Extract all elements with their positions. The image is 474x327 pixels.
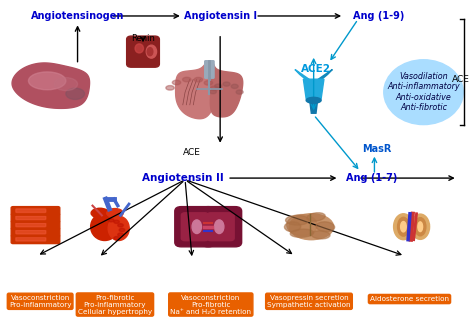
Ellipse shape <box>236 90 243 94</box>
Polygon shape <box>303 79 324 99</box>
Text: Aldosterone secretion: Aldosterone secretion <box>370 296 449 302</box>
Text: Vasopressin secretion
Sympathetic activation: Vasopressin secretion Sympathetic activa… <box>267 295 351 308</box>
Ellipse shape <box>231 84 238 89</box>
FancyBboxPatch shape <box>205 61 214 78</box>
Polygon shape <box>175 62 213 119</box>
FancyBboxPatch shape <box>11 221 60 229</box>
Ellipse shape <box>306 97 321 103</box>
Ellipse shape <box>114 236 119 240</box>
FancyBboxPatch shape <box>11 214 60 222</box>
Text: Vasodilation
Anti-inflammatory
Anti-oxidative
Anti-fibrotic: Vasodilation Anti-inflammatory Anti-oxid… <box>387 72 460 112</box>
Text: Renin: Renin <box>131 34 155 43</box>
Text: MasR: MasR <box>362 144 392 154</box>
Polygon shape <box>295 69 311 84</box>
Ellipse shape <box>147 48 153 56</box>
Ellipse shape <box>192 220 201 233</box>
Ellipse shape <box>118 224 123 227</box>
Ellipse shape <box>287 215 317 236</box>
FancyBboxPatch shape <box>207 213 234 241</box>
Polygon shape <box>12 63 90 108</box>
Ellipse shape <box>119 228 125 232</box>
Polygon shape <box>210 62 243 117</box>
Text: Ang (1-9): Ang (1-9) <box>354 11 405 21</box>
Text: ACE2: ACE2 <box>301 64 331 75</box>
Ellipse shape <box>289 214 334 240</box>
Ellipse shape <box>307 213 325 221</box>
Ellipse shape <box>166 86 174 90</box>
FancyBboxPatch shape <box>175 207 215 247</box>
Ellipse shape <box>215 220 224 233</box>
Text: Vasoconstriction
Pro-inflammatory: Vasoconstriction Pro-inflammatory <box>9 295 72 308</box>
Ellipse shape <box>135 44 144 53</box>
FancyBboxPatch shape <box>16 223 46 227</box>
Ellipse shape <box>182 77 191 82</box>
Ellipse shape <box>401 221 406 232</box>
Ellipse shape <box>114 220 119 223</box>
Text: Pro-fibrotic
Pro-inflammatory
Cellular hypertrophy: Pro-fibrotic Pro-inflammatory Cellular h… <box>78 295 152 315</box>
Ellipse shape <box>146 45 156 58</box>
Ellipse shape <box>398 217 409 236</box>
Ellipse shape <box>290 229 314 237</box>
Text: Ang (1-7): Ang (1-7) <box>346 173 398 183</box>
Ellipse shape <box>107 209 123 218</box>
Ellipse shape <box>316 222 335 232</box>
FancyBboxPatch shape <box>11 228 60 236</box>
Ellipse shape <box>54 77 78 91</box>
Ellipse shape <box>91 208 109 218</box>
Ellipse shape <box>411 214 429 239</box>
Polygon shape <box>310 102 318 113</box>
FancyBboxPatch shape <box>201 207 242 247</box>
FancyBboxPatch shape <box>16 216 46 220</box>
Ellipse shape <box>118 233 123 236</box>
Ellipse shape <box>223 82 230 86</box>
Ellipse shape <box>415 218 426 236</box>
Ellipse shape <box>194 77 202 82</box>
Ellipse shape <box>108 216 129 240</box>
FancyBboxPatch shape <box>16 209 46 213</box>
FancyBboxPatch shape <box>11 207 60 215</box>
Ellipse shape <box>284 222 301 232</box>
FancyBboxPatch shape <box>11 235 60 244</box>
Text: Angiotensinogen: Angiotensinogen <box>31 11 124 21</box>
Text: Angiotensin II: Angiotensin II <box>142 173 224 183</box>
Ellipse shape <box>204 80 213 85</box>
Text: ACE: ACE <box>183 148 201 157</box>
Text: Angiotensin I: Angiotensin I <box>183 11 256 21</box>
Ellipse shape <box>418 222 423 232</box>
Ellipse shape <box>108 219 114 222</box>
Ellipse shape <box>173 80 181 85</box>
Ellipse shape <box>393 214 413 240</box>
Ellipse shape <box>66 88 84 99</box>
Ellipse shape <box>28 72 66 90</box>
Ellipse shape <box>311 231 330 239</box>
FancyBboxPatch shape <box>127 36 159 67</box>
Text: ACE: ACE <box>452 75 470 84</box>
Ellipse shape <box>91 213 118 240</box>
Ellipse shape <box>210 86 219 91</box>
Ellipse shape <box>215 84 222 88</box>
FancyBboxPatch shape <box>16 230 46 234</box>
Ellipse shape <box>210 90 217 94</box>
FancyBboxPatch shape <box>16 237 46 241</box>
Text: Vasoconstriction
Pro-fibrotic
Na⁺ and H₂O retention: Vasoconstriction Pro-fibrotic Na⁺ and H₂… <box>170 295 251 315</box>
Polygon shape <box>316 69 332 84</box>
Ellipse shape <box>286 215 309 225</box>
Ellipse shape <box>384 60 463 125</box>
FancyBboxPatch shape <box>182 213 209 241</box>
